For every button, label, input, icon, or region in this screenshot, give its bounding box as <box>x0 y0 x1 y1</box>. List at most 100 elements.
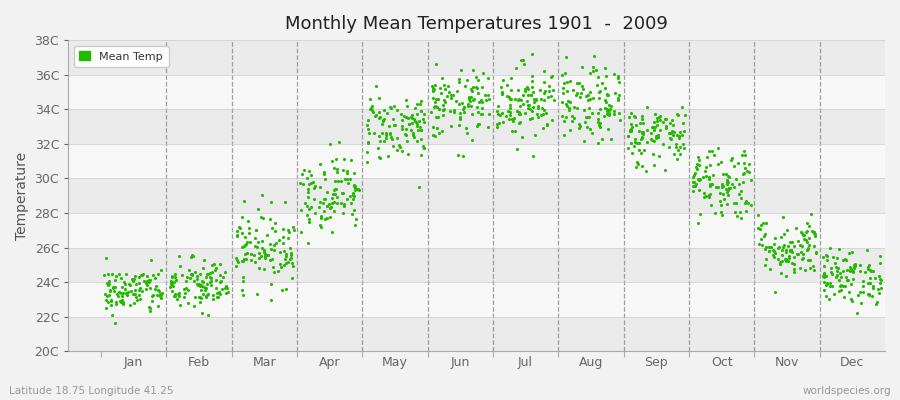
Point <box>190 276 204 282</box>
Point <box>838 283 852 289</box>
Point <box>512 111 526 117</box>
Point <box>572 121 586 127</box>
Point <box>187 278 202 284</box>
Point <box>493 84 508 90</box>
Point <box>716 171 730 177</box>
Point <box>346 192 360 198</box>
Point <box>460 130 474 136</box>
Point <box>194 278 209 284</box>
Point <box>284 250 298 256</box>
Point <box>132 280 147 286</box>
Point <box>865 285 879 291</box>
Point <box>823 283 837 289</box>
Point <box>116 301 130 308</box>
Point <box>706 152 721 158</box>
Point <box>146 292 160 298</box>
Point <box>819 293 833 300</box>
Point <box>580 124 594 130</box>
Point <box>247 252 261 258</box>
Point <box>363 95 377 102</box>
Point <box>651 132 665 138</box>
Point <box>114 299 129 305</box>
Point <box>141 279 156 285</box>
Point <box>325 200 339 206</box>
Point <box>104 298 119 304</box>
Point <box>797 236 812 242</box>
Point <box>390 135 404 142</box>
Point <box>806 266 821 273</box>
Point <box>347 182 362 189</box>
Point <box>248 226 263 233</box>
Point <box>369 82 383 89</box>
Point <box>278 256 293 263</box>
Point <box>611 97 625 103</box>
Point <box>502 116 517 122</box>
Point <box>874 276 888 283</box>
Point <box>540 122 554 128</box>
Point <box>373 138 387 144</box>
Point <box>603 106 617 112</box>
Point <box>580 97 595 103</box>
Point <box>184 252 199 258</box>
Point <box>699 164 714 170</box>
Point <box>584 130 598 136</box>
Point <box>701 194 716 200</box>
Point <box>491 120 505 127</box>
Point <box>572 124 586 131</box>
Point <box>471 77 485 84</box>
Point <box>799 239 814 245</box>
Point <box>686 188 700 194</box>
Point <box>200 270 214 277</box>
Point <box>869 298 884 305</box>
Point <box>260 252 274 258</box>
Point <box>238 250 252 257</box>
Point <box>144 257 158 263</box>
Point <box>576 86 590 93</box>
Point <box>98 254 112 261</box>
Point <box>380 110 394 116</box>
Point <box>132 291 147 298</box>
Point <box>655 119 670 126</box>
Point <box>307 185 321 192</box>
Point <box>238 256 253 262</box>
Point <box>261 252 275 259</box>
Point <box>285 275 300 281</box>
Point <box>279 260 293 266</box>
Point <box>521 102 535 108</box>
Point <box>652 114 666 120</box>
Point <box>525 72 539 79</box>
Point <box>612 79 626 86</box>
Point <box>250 244 265 250</box>
Point <box>536 125 550 131</box>
Point <box>752 241 766 248</box>
Point <box>737 152 751 158</box>
Point <box>115 299 130 306</box>
Point <box>707 210 722 217</box>
Point <box>377 116 392 122</box>
Point <box>193 299 207 306</box>
Point <box>132 296 147 302</box>
Point <box>399 132 413 139</box>
Point <box>139 286 153 292</box>
Point <box>711 184 725 190</box>
Point <box>868 301 883 307</box>
Point <box>373 114 387 120</box>
Point <box>495 90 509 96</box>
Point <box>802 234 816 241</box>
Point <box>862 261 877 268</box>
Bar <box>68 282 885 317</box>
Point <box>817 274 832 280</box>
Point <box>112 298 127 305</box>
Point <box>386 115 400 122</box>
Point <box>136 271 150 277</box>
Point <box>454 67 469 73</box>
Point <box>401 150 416 157</box>
Point <box>808 233 823 240</box>
Point <box>647 119 662 126</box>
Point <box>300 212 314 219</box>
Point <box>366 130 381 136</box>
Point <box>796 243 810 249</box>
Point <box>759 243 773 250</box>
Point <box>318 216 332 222</box>
Point <box>832 277 846 284</box>
